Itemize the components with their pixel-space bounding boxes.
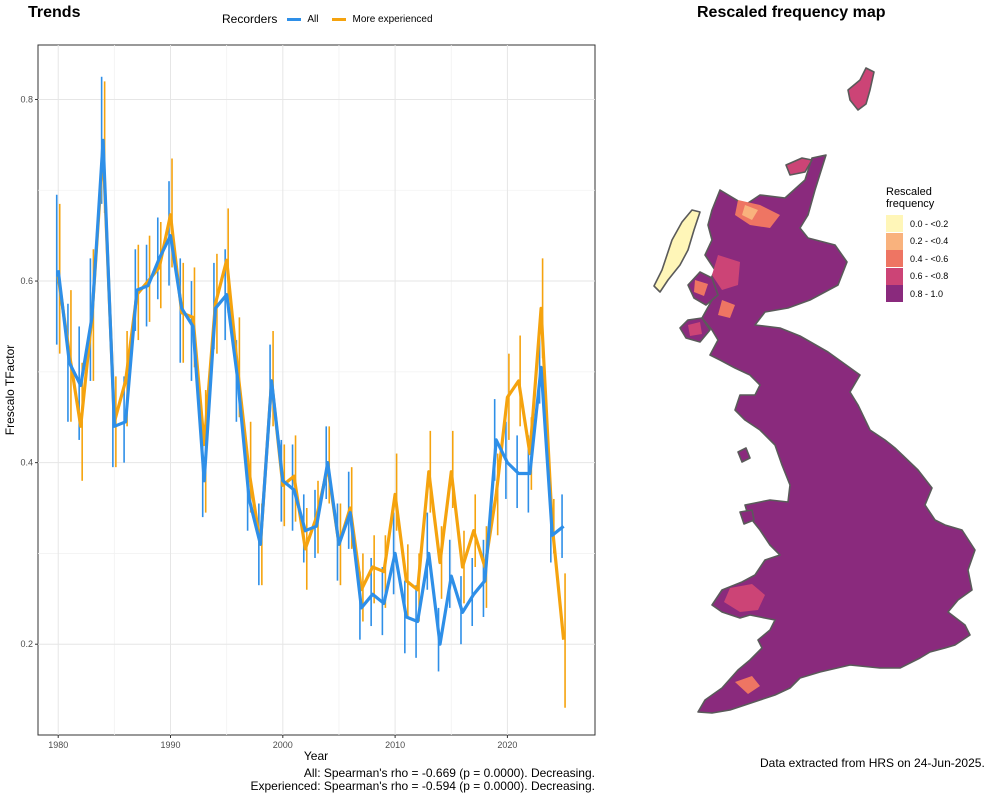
- x-tick-label: 1990: [160, 740, 180, 750]
- map-legend: Rescaled frequency 0.0 - <0.2 0.2 - <0.4…: [886, 186, 976, 303]
- map-legend-item: 0.2 - <0.4: [886, 232, 976, 251]
- highland-zone-d: [718, 300, 735, 318]
- map-legend-swatch: [886, 215, 903, 233]
- anglesey: [739, 509, 755, 525]
- map-legend-label: 0.6 - <0.8: [910, 271, 949, 282]
- skye-zone: [694, 280, 708, 296]
- legend-swatch-all: [287, 17, 302, 21]
- series-lines: [56, 138, 566, 646]
- shetland: [847, 67, 875, 111]
- x-axis-label: Year: [304, 749, 328, 763]
- stats-experienced: Experienced: Spearman's rho = -0.594 (p …: [250, 779, 596, 793]
- y-tick-label: 0.8: [20, 94, 33, 104]
- map-legend-label: 0.8 - 1.0: [910, 288, 944, 299]
- isle-of-mull: [679, 317, 711, 343]
- trends-title: Trends: [28, 4, 81, 21]
- trends-chart: 1980 1990 2000 2010 2020 0.2 0.4 0.6 0.8 Year F…: [3, 44, 596, 763]
- y-tick-label: 0.6: [20, 276, 33, 286]
- wales-zone: [724, 584, 765, 612]
- legend-title: Recorders: [222, 12, 278, 26]
- data-credit: Data extracted from HRS on 24-Jun-2025.: [760, 756, 985, 770]
- cornwall-zone: [735, 676, 760, 694]
- plot-panel: [37, 44, 596, 736]
- trends-legend: Recorders All More experienced: [222, 12, 441, 26]
- legend-label-experienced: More experienced: [352, 13, 433, 25]
- map-legend-swatch: [886, 285, 903, 303]
- x-tick-label: 1980: [48, 740, 68, 750]
- isle-of-man: [737, 447, 751, 463]
- map-legend-swatch: [886, 267, 903, 285]
- stats-all: All: Spearman's rho = -0.669 (p = 0.0000…: [303, 766, 595, 780]
- hebrides-outer: [653, 209, 701, 293]
- highland-zone-b: [742, 205, 758, 220]
- map-legend-item: 0.6 - <0.8: [886, 267, 976, 286]
- y-axis-label: Frescalo TFactor: [3, 345, 17, 435]
- x-axis: 1980 1990 2000 2010 2020: [48, 735, 517, 750]
- orkney: [785, 157, 813, 176]
- map-legend-label: 0.4 - <0.6: [910, 253, 949, 264]
- legend-swatch-experienced: [332, 17, 347, 21]
- mull-zone: [688, 322, 702, 336]
- x-tick-label: 2020: [497, 740, 517, 750]
- highland-zone-a: [735, 200, 780, 228]
- x-tick-label: 2000: [273, 740, 293, 750]
- highland-zone-c: [712, 255, 740, 290]
- stats-block: All: Spearman's rho = -0.669 (p = 0.0000…: [251, 767, 596, 793]
- map-legend-item: 0.8 - 1.0: [886, 285, 976, 303]
- isle-of-skye: [687, 271, 719, 306]
- map-legend-swatch: [886, 232, 903, 250]
- map-legend-item: 0.0 - <0.2: [886, 215, 976, 233]
- map-legend-label: 0.0 - <0.2: [910, 218, 949, 229]
- y-axis: 0.2 0.4 0.6 0.8: [20, 94, 38, 649]
- map-legend-title: Rescaled frequency: [886, 186, 935, 210]
- map-legend-swatch: [886, 250, 903, 268]
- series-line-all: [56, 138, 565, 646]
- map-title: Rescaled frequency map: [697, 4, 886, 21]
- x-tick-label: 2010: [385, 740, 405, 750]
- map-legend-item: 0.4 - <0.6: [886, 250, 976, 268]
- y-tick-label: 0.2: [20, 639, 33, 649]
- map-legend-label: 0.2 - <0.4: [910, 236, 949, 247]
- y-tick-label: 0.4: [20, 458, 33, 468]
- legend-label-all: All: [307, 13, 319, 25]
